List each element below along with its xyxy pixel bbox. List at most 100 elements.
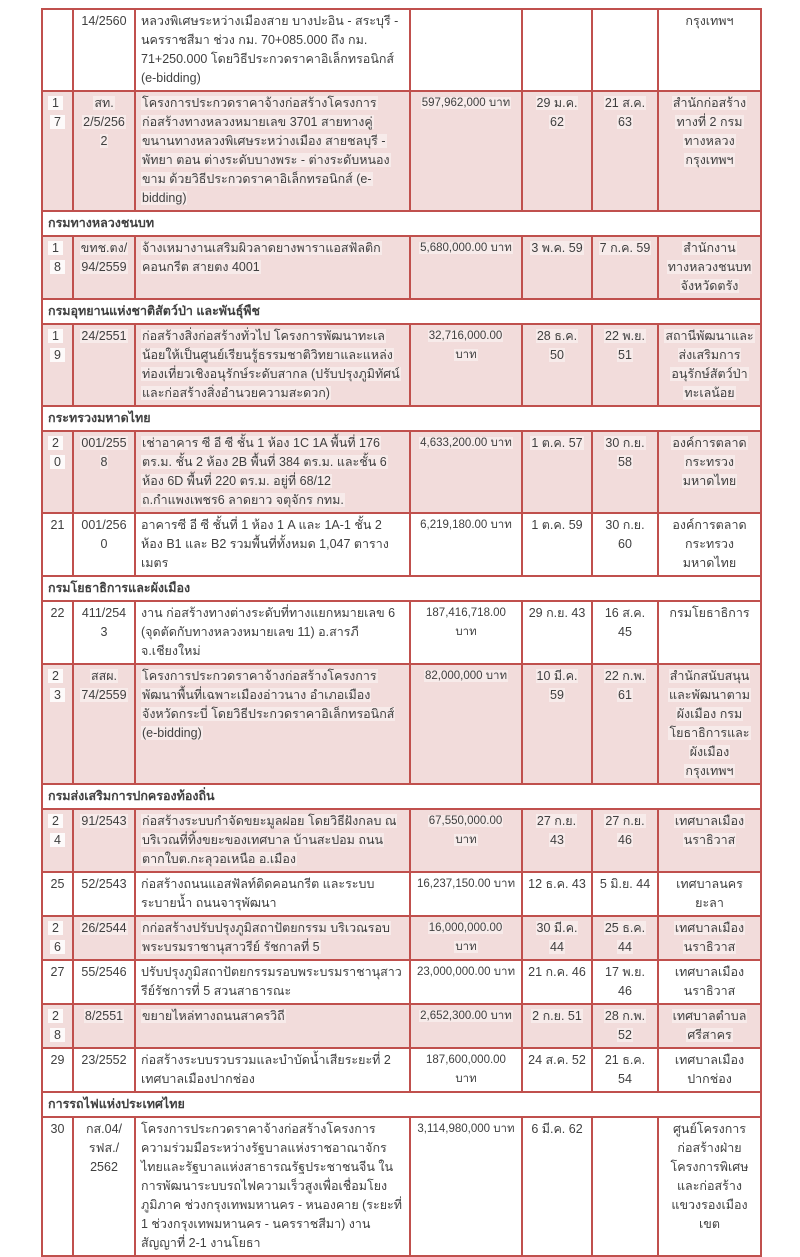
row-no-cell: 17 bbox=[41, 90, 74, 212]
project-desc-text: ก่อสร้างสิ่งก่อสร้างทั่วไป โครงการพัฒนาท… bbox=[141, 329, 401, 400]
section-row: กระทรวงมหาดไทย bbox=[41, 405, 762, 432]
contract-no-text: 14/2560 bbox=[81, 14, 127, 28]
start-date-text: 29 ก.ย. 43 bbox=[528, 606, 586, 620]
end-date-cell bbox=[591, 8, 659, 92]
start-date-text: 24 ส.ค. 52 bbox=[528, 1053, 586, 1067]
contract-no-cell: 001/2558 bbox=[72, 430, 136, 514]
table-row: 19 24/2551 ก่อสร้างสิ่งก่อสร้างทั่วไป โครง… bbox=[41, 323, 762, 407]
end-date-text: 22 ก.พ. 61 bbox=[603, 669, 647, 702]
project-desc-text: โครงการประกวดราคาจ้างก่อสร้างโครงการความ… bbox=[141, 1122, 402, 1250]
project-desc-text: ก่อสร้างระบบรวบรวมและบำบัดน้ำเสียระยะที่… bbox=[141, 1053, 391, 1086]
end-date-text: 25 ธ.ค. 44 bbox=[603, 921, 647, 954]
row-no-cell: 22 bbox=[41, 600, 74, 665]
agency-cell: เทศบาลนครยะลา bbox=[657, 871, 762, 917]
row-no-cell: 24 bbox=[41, 808, 74, 873]
project-desc-text: โครงการประกวดราคาจ้างก่อสร้างโครงการก่อส… bbox=[141, 96, 391, 205]
contract-no-cell: สท. 2/5/2562 bbox=[72, 90, 136, 212]
project-desc-cell: โครงการประกวดราคาจ้างก่อสร้างโครงการก่อส… bbox=[134, 90, 411, 212]
amount-text: 16,000,000.00 บาท bbox=[427, 922, 504, 953]
agency-cell: เทศบาลเมืองปากช่อง bbox=[657, 1047, 762, 1093]
table-row: 26 26/2544 กก่อสร้างปรับปรุงภูมิสถาปัตยกรร… bbox=[41, 915, 762, 961]
agency-cell: สำนักก่อสร้างทางที่ 2 กรมทางหลวง กรุงเทพ… bbox=[657, 90, 762, 212]
row-no-cell bbox=[41, 8, 74, 92]
start-date-text: 27 ก.ย. 43 bbox=[535, 814, 578, 847]
table-row: 14/2560 หลวงพิเศษระหว่างเมืองสาย บางปะอิน… bbox=[41, 8, 762, 92]
start-date-cell: 3 พ.ค. 59 bbox=[521, 235, 593, 300]
table-row: 30 กส.04/ รฟส./ 2562 โครงการประกวดราคาจ้าง… bbox=[41, 1116, 762, 1257]
amount-cell: 597,962,000 บาท bbox=[409, 90, 523, 212]
project-desc-text: ปรับปรุงภูมิสถาปัตยกรรมรอบพระบรมราชานุสา… bbox=[141, 965, 402, 998]
contract-no-cell: สสผ. 74/2559 bbox=[72, 663, 136, 785]
agency-cell: เทศบาลเมืองนราธิวาส bbox=[657, 959, 762, 1005]
contract-no-text: 001/2558 bbox=[80, 436, 128, 469]
amount-text: 5,680,000.00 บาท bbox=[419, 242, 513, 254]
project-desc-cell: งาน ก่อสร้างทางต่างระดับที่ทางแยกหมายเลข… bbox=[134, 600, 411, 665]
row-no-text: 26 bbox=[48, 921, 65, 954]
contract-no-text: สท. 2/5/2562 bbox=[82, 96, 126, 148]
start-date-cell: 29 ม.ค. 62 bbox=[521, 90, 593, 212]
agency-text: เทศบาลเมืองปากช่อง bbox=[674, 1053, 745, 1086]
contract-no-text: กส.04/ รฟส./ 2562 bbox=[85, 1122, 123, 1174]
agency-text: สำนักสนับสนุนและพัฒนาตามผังเมือง กรมโยธา… bbox=[668, 669, 751, 778]
section-title: กรมทางหลวงชนบท bbox=[41, 210, 762, 237]
start-date-cell: 30 มี.ค. 44 bbox=[521, 915, 593, 961]
start-date-text: 28 ธ.ค. 50 bbox=[535, 329, 579, 362]
row-no-text: 19 bbox=[48, 329, 65, 362]
end-date-text: 28 ก.พ. 52 bbox=[603, 1009, 647, 1042]
end-date-cell: 28 ก.พ. 52 bbox=[591, 1003, 659, 1049]
row-no-cell: 20 bbox=[41, 430, 74, 514]
project-desc-text: ขยายไหล่ทางถนนสาครวิถี bbox=[141, 1009, 286, 1023]
table-row: 18 ขทช.ตง/ 94/2559 จ้างเหมางานเสริมผิวลาดย… bbox=[41, 235, 762, 300]
amount-cell: 67,550,000.00 บาท bbox=[409, 808, 523, 873]
table-row: 20 001/2558 เช่าอาคาร ซี อี ซี ชั้น 1 ห้อง… bbox=[41, 430, 762, 514]
contract-no-text: 26/2544 bbox=[80, 921, 128, 935]
table-row: 23 สสผ. 74/2559 โครงการประกวดราคาจ้างก่อสร… bbox=[41, 663, 762, 785]
end-date-cell: 21 ธ.ค. 54 bbox=[591, 1047, 659, 1093]
project-desc-cell: ก่อสร้างระบบรวบรวมและบำบัดน้ำเสียระยะที่… bbox=[134, 1047, 411, 1093]
section-row: กรมทางหลวงชนบท bbox=[41, 210, 762, 237]
start-date-text: 12 ธ.ค. 43 bbox=[528, 877, 586, 891]
amount-text: 82,000,000 บาท bbox=[423, 670, 509, 682]
amount-text: 32,716,000.00 บาท bbox=[427, 330, 504, 361]
project-desc-text: ก่อสร้างระบบกำจัดขยะมูลฝอย โดยวิธีฝังกลบ… bbox=[141, 814, 398, 866]
amount-text: 187,416,718.00 บาท bbox=[426, 607, 506, 638]
start-date-text: 2 ก.ย. 51 bbox=[531, 1009, 583, 1023]
contract-no-text: 52/2543 bbox=[81, 877, 127, 891]
agency-text: เทศบาลเมืองนราธิวาส bbox=[674, 965, 745, 998]
contract-no-text: ขทช.ตง/ 94/2559 bbox=[79, 241, 129, 274]
contract-no-cell: 24/2551 bbox=[72, 323, 136, 407]
row-no-text: 29 bbox=[50, 1053, 65, 1067]
end-date-text: 17 พ.ย. 46 bbox=[605, 965, 645, 998]
start-date-text: 10 มี.ค. 59 bbox=[535, 669, 579, 702]
end-date-text: 22 พ.ย. 51 bbox=[604, 329, 646, 362]
start-date-text: 30 มี.ค. 44 bbox=[535, 921, 579, 954]
contract-no-text: 001/2560 bbox=[81, 518, 127, 551]
project-desc-cell: กก่อสร้างปรับปรุงภูมิสถาปัตยกรรม บริเวณร… bbox=[134, 915, 411, 961]
project-desc-text: กก่อสร้างปรับปรุงภูมิสถาปัตยกรรม บริเวณร… bbox=[141, 921, 391, 954]
start-date-cell: 6 มี.ค. 62 bbox=[521, 1116, 593, 1257]
section-title: กรมโยธาธิการและผังเมือง bbox=[41, 575, 762, 602]
agency-text: กรุงเทพฯ bbox=[685, 14, 734, 28]
start-date-cell: 21 ก.ค. 46 bbox=[521, 959, 593, 1005]
row-no-cell: 25 bbox=[41, 871, 74, 917]
section-row: กรมอุทยานแห่งชาติสัตว์ป่า และพันธุ์พืช bbox=[41, 298, 762, 325]
start-date-cell: 24 ส.ค. 52 bbox=[521, 1047, 593, 1093]
agency-text: เทศบาลตำบลศรีสาคร bbox=[671, 1009, 748, 1042]
end-date-text: 21 ส.ค. 63 bbox=[603, 96, 647, 129]
row-no-text: 30 bbox=[50, 1122, 65, 1136]
row-no-cell: 21 bbox=[41, 512, 74, 577]
amount-text: 597,962,000 บาท bbox=[420, 97, 512, 109]
contract-no-cell: 411/2543 bbox=[72, 600, 136, 665]
agency-text: ศูนย์โครงการก่อสร้างฝ่ายโครงการพิเศษและก… bbox=[670, 1122, 749, 1231]
contract-no-text: 55/2546 bbox=[81, 965, 127, 979]
contract-no-text: 24/2551 bbox=[80, 329, 128, 343]
contract-no-cell: 14/2560 bbox=[72, 8, 136, 92]
table-row: 21 001/2560 อาคารซี อี ซี ชั้นที่ 1 ห้อง 1… bbox=[41, 512, 762, 577]
project-desc-cell: ก่อสร้างระบบกำจัดขยะมูลฝอย โดยวิธีฝังกลบ… bbox=[134, 808, 411, 873]
amount-text: 2,652,300.00 บาท bbox=[419, 1010, 513, 1022]
row-no-text: 18 bbox=[48, 241, 65, 274]
project-desc-cell: โครงการประกวดราคาจ้างก่อสร้างโครงการความ… bbox=[134, 1116, 411, 1257]
start-date-cell: 27 ก.ย. 43 bbox=[521, 808, 593, 873]
agency-text: เทศบาลเมืองนราธิวาส bbox=[673, 814, 746, 847]
end-date-text: 30 ก.ย. 60 bbox=[605, 518, 645, 551]
